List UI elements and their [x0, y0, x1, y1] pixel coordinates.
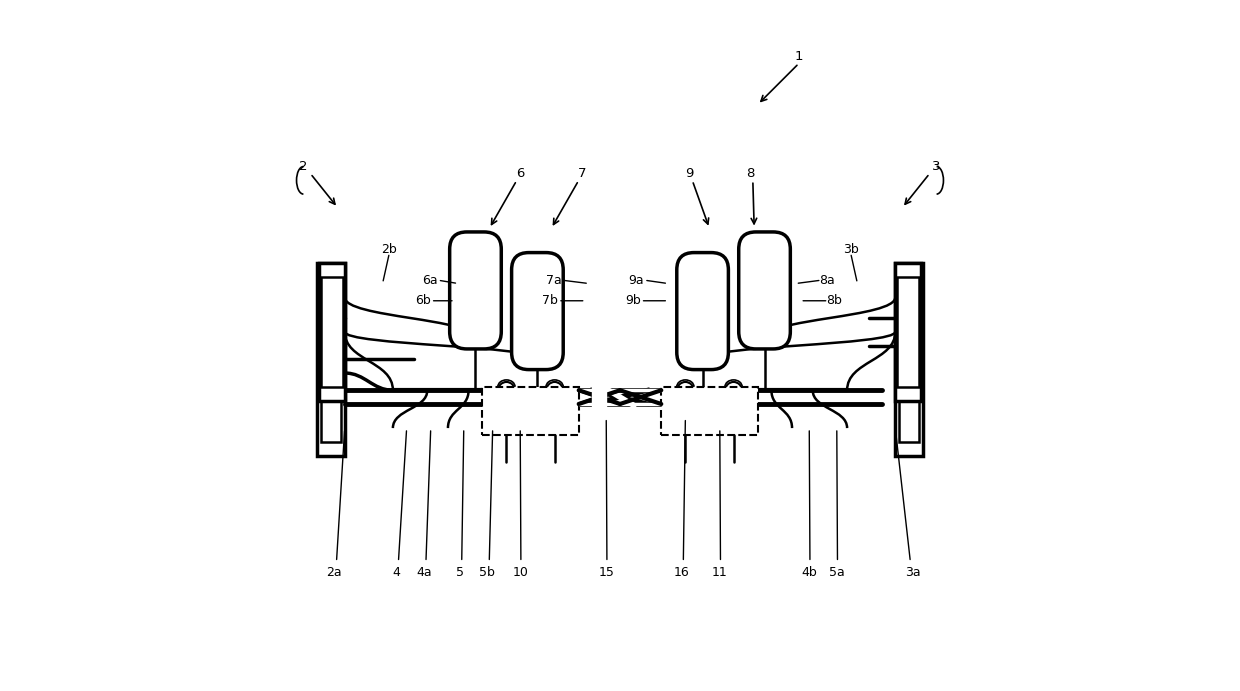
- Bar: [895, 263, 923, 455]
- Text: 8a: 8a: [820, 274, 836, 287]
- FancyBboxPatch shape: [450, 232, 501, 349]
- Circle shape: [498, 382, 515, 399]
- Text: 3a: 3a: [905, 566, 920, 579]
- Circle shape: [725, 382, 742, 399]
- FancyBboxPatch shape: [512, 253, 563, 370]
- Text: 7b: 7b: [542, 294, 558, 307]
- Polygon shape: [525, 297, 549, 325]
- Text: 3b: 3b: [843, 243, 858, 256]
- Bar: [319, 263, 345, 401]
- Text: 4: 4: [392, 566, 401, 579]
- Text: 5b: 5b: [479, 566, 495, 579]
- Polygon shape: [463, 263, 487, 294]
- Circle shape: [547, 382, 563, 399]
- Text: 9: 9: [684, 167, 693, 180]
- Bar: [482, 387, 579, 435]
- Text: 2a: 2a: [326, 566, 342, 579]
- Bar: [321, 276, 342, 387]
- Bar: [321, 276, 341, 442]
- Text: 4b: 4b: [801, 566, 817, 579]
- Text: 5: 5: [456, 566, 464, 579]
- Text: 1: 1: [795, 50, 804, 63]
- Text: 9b: 9b: [625, 294, 641, 307]
- Text: 6a: 6a: [422, 274, 438, 287]
- Text: 8b: 8b: [827, 294, 842, 307]
- Text: 4a: 4a: [417, 566, 432, 579]
- Polygon shape: [691, 287, 715, 314]
- Text: 11: 11: [712, 566, 728, 579]
- Text: 7a: 7a: [546, 274, 562, 287]
- Text: 8: 8: [746, 167, 755, 180]
- Text: 16: 16: [675, 566, 689, 579]
- Bar: [317, 263, 345, 455]
- Text: 10: 10: [512, 566, 528, 579]
- Text: 6b: 6b: [415, 294, 430, 307]
- Text: 2b: 2b: [382, 243, 397, 256]
- Text: 5a: 5a: [828, 566, 844, 579]
- Text: 2: 2: [299, 160, 308, 173]
- Bar: [898, 276, 919, 387]
- FancyBboxPatch shape: [677, 253, 728, 370]
- Bar: [899, 276, 919, 442]
- Polygon shape: [753, 276, 777, 304]
- Bar: [895, 263, 921, 401]
- Text: 9a: 9a: [629, 274, 644, 287]
- Circle shape: [677, 382, 693, 399]
- Text: 7: 7: [578, 167, 587, 180]
- Text: 3: 3: [932, 160, 941, 173]
- Bar: [661, 387, 758, 435]
- FancyBboxPatch shape: [739, 232, 790, 349]
- Text: 15: 15: [598, 566, 614, 579]
- Text: 6: 6: [516, 167, 525, 180]
